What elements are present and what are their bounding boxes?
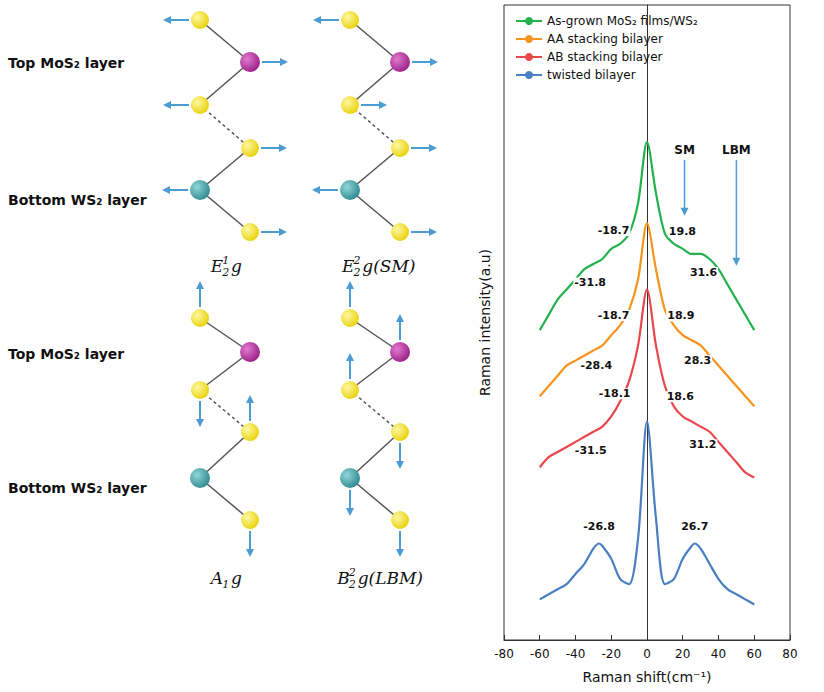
svg-text:AB stacking bilayer: AB stacking bilayer (547, 50, 663, 64)
svg-text:g: g (231, 256, 242, 276)
svg-text:LBM: LBM (722, 143, 751, 157)
svg-text:31.2: 31.2 (689, 438, 716, 451)
svg-text:As-grown MoS₂ films/WS₂: As-grown MoS₂ films/WS₂ (547, 14, 698, 28)
svg-text:2: 2 (221, 266, 229, 279)
svg-text:-26.8: -26.8 (583, 520, 615, 533)
svg-text:28.3: 28.3 (684, 354, 711, 367)
svg-text:Bottom WS₂ layer: Bottom WS₂ layer (8, 192, 147, 208)
svg-text:-28.4: -28.4 (580, 359, 612, 372)
svg-text:-60: -60 (530, 647, 550, 661)
svg-text:Top MoS₂ layer: Top MoS₂ layer (8, 346, 124, 362)
svg-text:Raman intensity(a.u): Raman intensity(a.u) (477, 249, 493, 396)
svg-text:18.6: 18.6 (667, 390, 694, 403)
svg-text:A: A (209, 568, 223, 588)
svg-text:19.8: 19.8 (669, 225, 696, 238)
svg-text:Bottom WS₂ layer: Bottom WS₂ layer (8, 480, 147, 496)
svg-text:-40: -40 (566, 647, 586, 661)
svg-text:-18.7: -18.7 (598, 309, 630, 322)
svg-text:g(SM): g(SM) (362, 256, 415, 276)
svg-text:-18.7: -18.7 (598, 224, 630, 237)
svg-text:Top MoS₂ layer: Top MoS₂ layer (8, 55, 124, 71)
svg-text:80: 80 (782, 647, 797, 661)
svg-text:-80: -80 (494, 647, 514, 661)
svg-text:B: B (336, 568, 350, 588)
svg-text:18.9: 18.9 (667, 309, 694, 322)
svg-text:SM: SM (674, 143, 695, 157)
svg-text:31.6: 31.6 (690, 266, 717, 279)
svg-text:20: 20 (675, 647, 690, 661)
svg-text:1: 1 (222, 578, 229, 591)
svg-text:0: 0 (643, 647, 651, 661)
svg-text:g: g (231, 568, 242, 588)
svg-text:40: 40 (711, 647, 726, 661)
svg-text:twisted bilayer: twisted bilayer (547, 68, 636, 82)
svg-text:AA stacking bilayer: AA stacking bilayer (547, 32, 663, 46)
svg-text:2: 2 (348, 578, 356, 591)
svg-text:Raman shift(cm⁻¹): Raman shift(cm⁻¹) (582, 669, 711, 685)
svg-text:-31.5: -31.5 (575, 444, 607, 457)
svg-text:g(LBM): g(LBM) (358, 568, 423, 588)
svg-text:-31.8: -31.8 (574, 276, 606, 289)
svg-text:-20: -20 (601, 647, 621, 661)
svg-text:2: 2 (352, 266, 360, 279)
svg-text:60: 60 (747, 647, 762, 661)
svg-text:-18.1: -18.1 (599, 387, 631, 400)
svg-text:26.7: 26.7 (681, 520, 708, 533)
